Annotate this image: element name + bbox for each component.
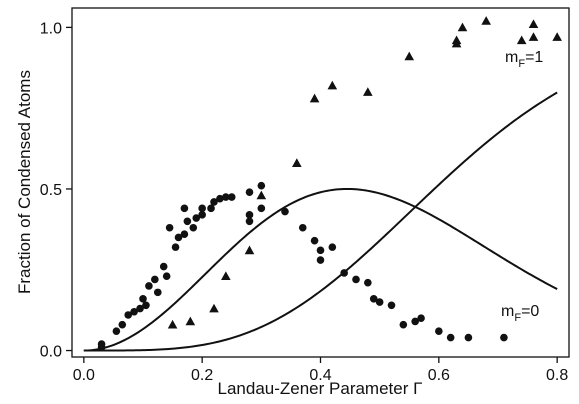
point-mf0 [171, 243, 180, 251]
point-mf0 [118, 320, 127, 329]
point-mf0 [192, 214, 201, 222]
point-mf1 [221, 271, 231, 281]
point-mf0 [210, 198, 218, 206]
point-mf1 [552, 32, 562, 41]
point-mf0 [316, 256, 325, 264]
annotation-mf1: mF=1 [505, 49, 543, 70]
point-mf0 [151, 275, 159, 284]
point-mf0 [328, 243, 337, 251]
point-mf0 [435, 327, 443, 335]
point-mf0 [316, 246, 325, 255]
point-mf0 [257, 181, 266, 190]
y-tick-label: 1.0 [40, 20, 62, 37]
fit-curves [83, 91, 558, 352]
point-mf0 [500, 333, 508, 342]
point-mf0 [162, 272, 171, 281]
point-mf0 [375, 298, 384, 306]
point-mf0 [189, 223, 198, 232]
y-tick-label: 0.0 [40, 344, 62, 361]
point-mf0 [145, 282, 153, 290]
point-mf0 [281, 207, 289, 216]
point-mf1 [309, 93, 320, 103]
point-mf0 [153, 288, 162, 297]
point-mf0 [174, 233, 183, 242]
point-mf0 [112, 327, 121, 335]
fit-curve-mf0 [83, 187, 558, 352]
fit-curve-mf1 [83, 91, 558, 352]
x-tick-label: 0.6 [428, 367, 450, 384]
x-tick-label: 0.2 [191, 367, 213, 384]
point-mf0 [180, 204, 189, 213]
point-mf0 [399, 320, 408, 329]
axis-ticks: 0.0 0.2 0.4 0.6 0.8 0.0 0.5 1.0 [40, 20, 569, 384]
point-mf1 [292, 158, 302, 167]
point-mf0 [245, 211, 254, 219]
point-mf0 [165, 223, 174, 232]
point-mf0 [387, 301, 396, 310]
data-marks [97, 16, 562, 352]
point-mf1 [516, 35, 527, 45]
point-mf0 [257, 204, 266, 213]
point-mf0 [97, 340, 106, 348]
point-mf0 [464, 333, 473, 342]
point-mf1 [167, 319, 178, 329]
point-mf0 [183, 217, 192, 226]
point-mf0 [245, 217, 254, 226]
point-mf1 [256, 190, 267, 200]
point-mf0 [369, 295, 378, 303]
point-mf0 [142, 301, 150, 310]
point-mf0 [352, 275, 360, 284]
point-mf0 [216, 194, 224, 203]
point-mf1 [209, 303, 219, 313]
point-mf1 [363, 87, 373, 96]
point-mf1 [327, 80, 338, 90]
point-mf0 [417, 314, 425, 323]
point-mf1 [185, 316, 196, 326]
point-mf0 [446, 333, 455, 342]
point-mf0 [411, 317, 419, 326]
y-axis-label: Fraction of Condensed Atoms [15, 70, 34, 294]
point-mf1 [528, 32, 539, 41]
point-mf1 [528, 19, 539, 28]
y-tick-label: 0.5 [40, 182, 62, 199]
point-mf0 [139, 295, 147, 303]
point-mf0 [207, 204, 215, 213]
point-mf1 [457, 22, 468, 32]
point-mf1 [244, 245, 255, 255]
point-mf0 [222, 193, 230, 201]
x-tick-label: 0.0 [73, 367, 95, 384]
point-mf0 [310, 236, 319, 245]
point-mf0 [124, 311, 133, 319]
point-mf0 [198, 211, 206, 219]
point-mf0 [159, 262, 168, 271]
point-mf0 [227, 193, 236, 201]
x-tick-label: 0.8 [546, 367, 568, 384]
point-mf1 [404, 51, 415, 61]
point-mf0 [364, 278, 372, 287]
point-mf0 [340, 269, 348, 277]
point-mf0 [298, 223, 307, 232]
point-mf0 [180, 230, 189, 239]
x-axis-label: Landau-Zener Parameter Γ [218, 379, 423, 398]
point-mf0 [130, 307, 138, 316]
point-mf0 [198, 204, 206, 213]
point-mf1 [481, 16, 491, 25]
annotation-mf0: mF=0 [501, 303, 539, 324]
x-tick-label: 0.4 [309, 367, 331, 384]
point-mf0 [136, 304, 144, 313]
point-mf1 [451, 35, 462, 45]
point-mf0 [245, 188, 254, 196]
